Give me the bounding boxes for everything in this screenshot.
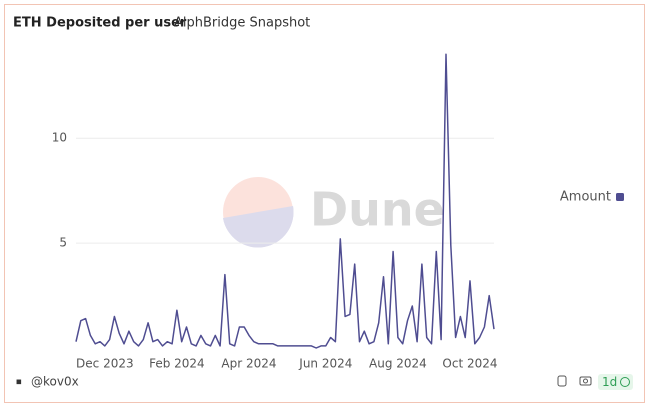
y-tick-label: 5 — [59, 236, 67, 250]
x-tick-label: Aug 2024 — [369, 357, 427, 371]
camera-icon[interactable] — [579, 376, 592, 386]
legend-label: Amount — [560, 190, 611, 205]
watermark-logo — [223, 177, 294, 248]
author[interactable]: @kov0x — [31, 375, 79, 389]
x-tick-label: Dec 2023 — [76, 357, 134, 371]
chart-subtitle: AlphBridge Snapshot — [174, 16, 310, 31]
watermark: Dune — [310, 183, 445, 237]
refresh-label: 1d — [602, 375, 617, 389]
refresh-check — [620, 377, 630, 387]
footer-icons — [557, 375, 592, 387]
x-tick-label: Oct 2024 — [442, 357, 497, 371]
chart-title: ETH Deposited per user — [13, 16, 187, 31]
avatar: ■ — [16, 379, 22, 386]
x-tick-label: Feb 2024 — [149, 357, 205, 371]
y-tick-label: 10 — [52, 131, 67, 145]
legend-swatch — [616, 193, 624, 201]
x-tick-label: Jun 2024 — [298, 357, 352, 371]
series-line — [75, 53, 495, 349]
card — [4, 4, 645, 403]
x-tick-label: Apr 2024 — [221, 357, 276, 371]
share-icon[interactable] — [557, 375, 567, 387]
